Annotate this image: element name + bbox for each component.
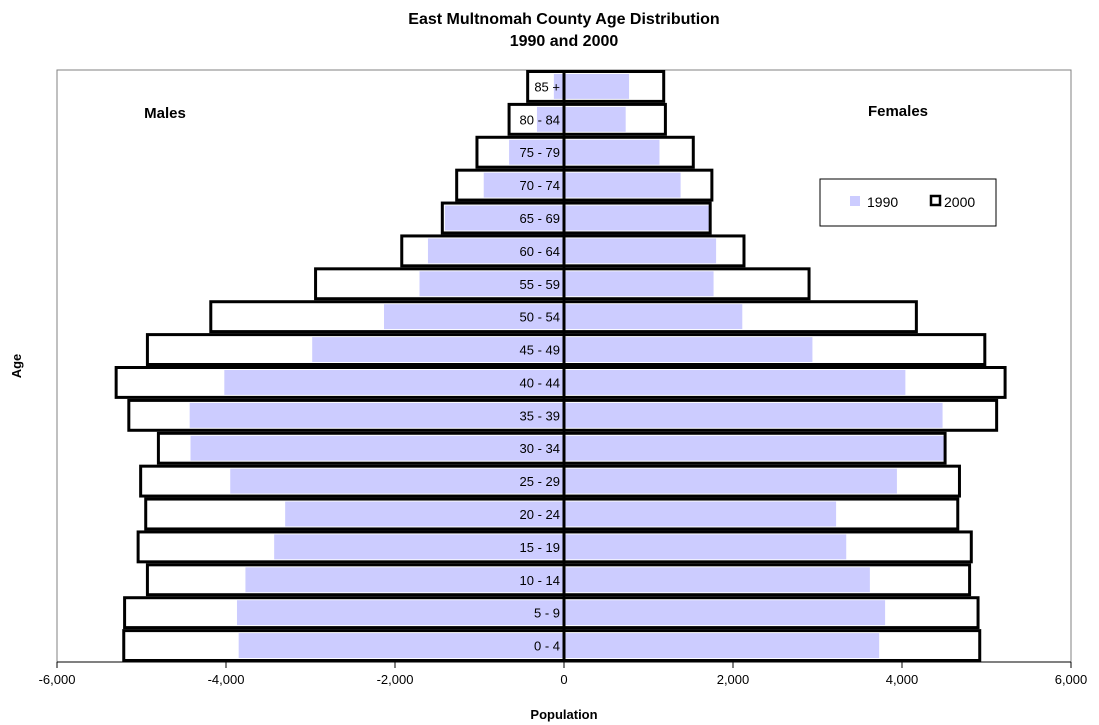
bar-1990-female-0-4: [564, 633, 880, 658]
bar-1990-male-10-14: [245, 567, 564, 593]
bar-1990-female-40-44: [564, 370, 906, 395]
age-label-55-59: 55 - 59: [520, 277, 560, 292]
bar-1990-male-85-plus: [553, 74, 564, 99]
bar-1990-male-80-84: [536, 106, 564, 132]
bar-1990-male-70-74: [483, 172, 564, 198]
x-axis-title: Population: [530, 707, 597, 722]
x-tick-label-6-000: 6,000: [1055, 672, 1088, 687]
x-tick-label-6-000: -6,000: [39, 672, 76, 687]
bar-1990-female-55-59: [564, 271, 714, 297]
bar-1990-male-40-44: [224, 370, 564, 395]
bar-1990-male-55-59: [419, 271, 564, 297]
bar-1990-female-85-plus: [564, 74, 630, 99]
legend-label-2000: 2000: [944, 194, 975, 210]
bar-1990-female-5-9: [564, 600, 886, 626]
age-label-85-plus: 85 +: [534, 79, 560, 94]
bar-1990-female-15-19: [564, 534, 847, 560]
bar-1990-male-25-29: [230, 468, 564, 494]
bar-1990-male-45-49: [312, 337, 564, 362]
bar-1990-female-60-64: [564, 238, 717, 264]
bar-1990-male-0-4: [238, 633, 565, 658]
bar-1990-male-20-24: [285, 501, 564, 527]
x-tick-label-4-000: -4,000: [208, 672, 245, 687]
age-label-20-24: 20 - 24: [520, 507, 560, 522]
bar-1990-female-65-69: [564, 205, 711, 231]
bar-1990-female-75-79: [564, 139, 660, 165]
x-tick-label-2-000: 2,000: [717, 672, 750, 687]
bar-1990-female-70-74: [564, 172, 681, 198]
bar-1990-male-75-79: [509, 139, 564, 165]
age-label-70-74: 70 - 74: [520, 178, 560, 193]
legend-swatch-1990: [850, 196, 860, 206]
age-label-45-49: 45 - 49: [520, 343, 560, 358]
age-label-75-79: 75 - 79: [520, 145, 560, 160]
age-label-50-54: 50 - 54: [520, 310, 560, 325]
bar-1990-male-30-34: [190, 435, 564, 461]
legend-label-1990: 1990: [867, 194, 898, 210]
bar-1990-male-60-64: [427, 238, 564, 264]
bar-1990-female-35-39: [564, 402, 943, 428]
bar-1990-female-20-24: [564, 501, 837, 527]
legend-box: [819, 178, 997, 227]
age-label-0-4: 0 - 4: [534, 639, 560, 654]
bar-1990-female-50-54: [564, 304, 743, 330]
age-label-25-29: 25 - 29: [520, 474, 560, 489]
bar-1990-male-5-9: [236, 600, 565, 626]
bar-1990-female-45-49: [564, 337, 813, 362]
chart-subtitle: 1990 and 2000: [510, 33, 619, 50]
legend-swatch-2000: [929, 194, 942, 207]
x-axis: -6,000 -4,000 -2,000 0 2,000 4,000 6,000: [39, 70, 1088, 687]
y-axis-title: Age: [9, 354, 24, 379]
legend: 1990 2000: [819, 178, 997, 227]
bar-1990-female-30-34: [564, 435, 946, 461]
age-label-40-44: 40 - 44: [520, 375, 560, 390]
chart-title: East Multnomah County Age Distribution: [408, 11, 719, 28]
age-label-80-84: 80 - 84: [520, 112, 560, 127]
age-label-5-9: 5 - 9: [534, 606, 560, 621]
males-side-label: Males: [144, 105, 186, 122]
category-labels: 0 - 4 5 - 9 10 - 14 15 - 19 20 - 24 25 - 29 30…: [520, 79, 560, 653]
age-label-35-39: 35 - 39: [520, 408, 560, 423]
x-tick-label-0: 0: [560, 672, 567, 687]
bar-1990-male-35-39: [189, 402, 565, 428]
bar-1990-female-25-29: [564, 468, 897, 494]
x-tick-label-2-000: -2,000: [377, 672, 414, 687]
bar-1990-female-10-14: [564, 567, 870, 593]
bar-1990-male-65-69: [444, 205, 564, 231]
bar-1990-male-50-54: [384, 304, 564, 330]
age-label-30-34: 30 - 34: [520, 441, 560, 456]
age-label-15-19: 15 - 19: [520, 540, 560, 555]
females-side-label: Females: [868, 103, 928, 120]
age-label-10-14: 10 - 14: [520, 573, 560, 588]
bars-layer: [114, 70, 1007, 662]
age-label-65-69: 65 - 69: [520, 211, 560, 226]
x-tick-label-4-000: 4,000: [886, 672, 919, 687]
bar-1990-male-15-19: [274, 534, 564, 560]
bar-1990-female-80-84: [564, 106, 626, 132]
age-label-60-64: 60 - 64: [520, 244, 560, 259]
